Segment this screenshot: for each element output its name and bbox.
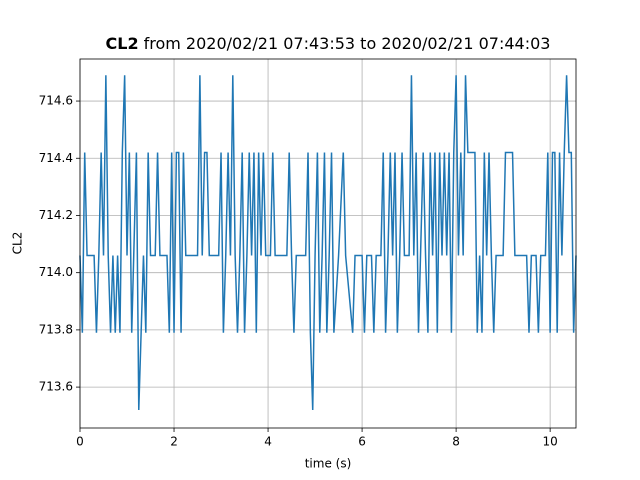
y-tick-label: 714.4 xyxy=(39,151,73,165)
x-tick-label: 4 xyxy=(264,435,272,449)
x-tick-label: 10 xyxy=(543,435,558,449)
y-tick-label: 713.6 xyxy=(39,380,73,394)
y-tick-label: 713.8 xyxy=(39,322,73,336)
chart-title: CL2 from 2020/02/21 07:43:53 to 2020/02/2… xyxy=(106,34,551,53)
x-axis-label: time (s) xyxy=(305,457,352,471)
data-line xyxy=(79,75,577,411)
x-tick-label: 8 xyxy=(452,435,460,449)
x-tick-label: 2 xyxy=(170,435,178,449)
x-tick-label: 6 xyxy=(358,435,366,449)
y-tick-label: 714.2 xyxy=(39,208,73,222)
y-tick-label: 714.0 xyxy=(39,265,73,279)
x-tick-label: 0 xyxy=(76,435,84,449)
title-name: CL2 xyxy=(106,34,139,53)
y-tick-label: 714.6 xyxy=(39,94,73,108)
y-axis-label: CL2 xyxy=(11,232,25,255)
title-text: from 2020/02/21 07:43:53 to 2020/02/21 0… xyxy=(144,34,551,53)
plot-frame xyxy=(79,58,577,429)
